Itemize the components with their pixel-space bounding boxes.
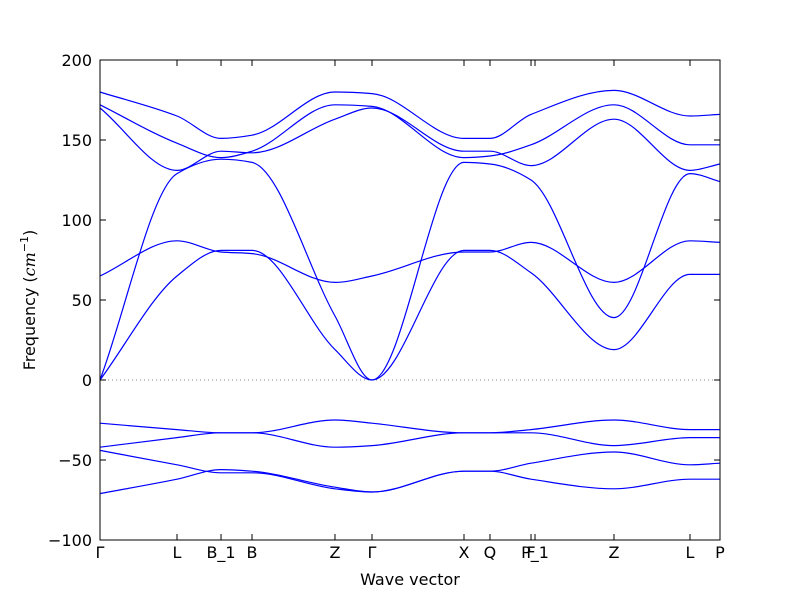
x-tick-label: Z <box>608 543 619 562</box>
x-tick-label: L <box>686 543 695 562</box>
y-tick-label: 100 <box>61 211 92 230</box>
y-tick-label: −100 <box>48 531 92 550</box>
phonon-band-8 <box>99 107 721 172</box>
phonon-band-10 <box>99 89 721 140</box>
y-tick-label: 50 <box>72 291 92 310</box>
plot-area <box>99 59 721 541</box>
x-tick-label: Z <box>329 543 340 562</box>
x-tick-label: Γ <box>368 543 377 562</box>
phonon-band-6 <box>99 158 721 381</box>
x-tick-label: B_1 <box>206 543 235 563</box>
x-tick-label: B <box>247 543 258 562</box>
x-tick-label: P <box>715 543 725 562</box>
x-tick-label: X <box>459 543 470 562</box>
x-tick-label: Q <box>484 543 497 562</box>
x-tick-label: L <box>173 543 182 562</box>
series-group <box>99 89 721 495</box>
x-tick-label: Γ <box>96 543 105 562</box>
y-tick-label: 200 <box>61 51 92 70</box>
phonon-band-7 <box>99 240 721 284</box>
y-axis-label: Frequency (cm−1) <box>18 230 39 371</box>
y-tick-label: −50 <box>58 451 92 470</box>
phonon-band-4 <box>99 419 720 434</box>
x-tick-label: P_1 <box>521 543 549 563</box>
x-tick-label: F <box>526 543 535 562</box>
y-tick-label: 150 <box>61 131 92 150</box>
y-tick-label: 0 <box>82 371 92 390</box>
phonon-band-2 <box>99 449 720 493</box>
phonon-band-9 <box>99 104 720 159</box>
x-axis-label: Wave vector <box>360 570 460 589</box>
ticks-group: −100 −50 0 50 100 150 200 Γ L B_1 B Z Γ X Q FP_1 Z L P <box>48 51 725 563</box>
